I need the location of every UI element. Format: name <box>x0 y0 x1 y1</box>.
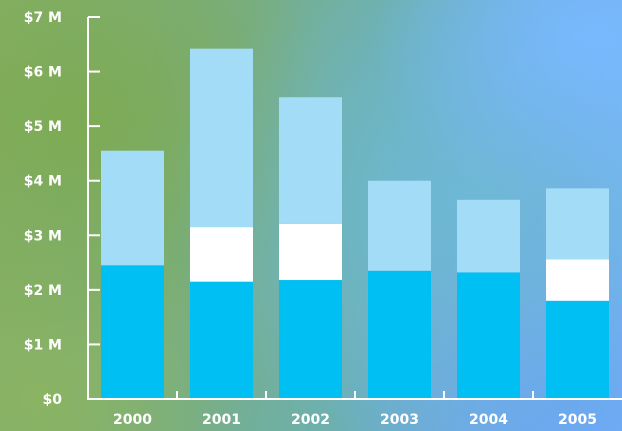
bar-2003-segment-3 <box>368 180 431 271</box>
x-tick-label: 2003 <box>380 412 419 428</box>
x-tick-label: 2000 <box>113 412 152 428</box>
y-tick-label: $5 M <box>24 119 62 135</box>
bar-2002-segment-1 <box>279 280 342 399</box>
bar-2001-segment-1 <box>190 281 253 399</box>
bar-2001-segment-3 <box>190 48 253 228</box>
y-tick-label: $4 M <box>24 174 62 190</box>
bar-2002-segment-2 <box>279 223 342 281</box>
bar-2001-segment-2 <box>190 227 253 282</box>
bar-2005-segment-1 <box>546 300 609 399</box>
y-tick-label: $6 M <box>24 65 62 81</box>
bar-2002-segment-3 <box>279 97 342 224</box>
bar-2005-segment-2 <box>546 259 609 301</box>
bar-2005-segment-3 <box>546 188 609 260</box>
y-tick-label: $0 <box>43 392 63 408</box>
bar-2003-segment-1 <box>368 270 431 399</box>
y-tick-labels: $0 $1 M $2 M $3 M $4 M $5 M $6 M $7 M <box>24 10 63 408</box>
x-tick-label: 2002 <box>291 412 330 428</box>
bar-2000-segment-1 <box>101 265 164 399</box>
x-tick-labels: 2000 2001 2002 2003 2004 2005 <box>113 412 597 428</box>
bars-group <box>101 48 609 399</box>
y-tick-label: $7 M <box>24 10 62 26</box>
y-tick-label: $2 M <box>24 283 62 299</box>
x-tick-label: 2005 <box>558 412 597 428</box>
x-tick-label: 2004 <box>469 412 508 428</box>
bar-2004-segment-1 <box>457 272 520 399</box>
y-tick-label: $1 M <box>24 337 62 353</box>
bar-2000-segment-3 <box>101 150 164 266</box>
y-tick-label: $3 M <box>24 228 62 244</box>
x-tick-label: 2001 <box>202 412 241 428</box>
bar-2004-segment-3 <box>457 199 520 273</box>
axes-group <box>87 16 622 400</box>
